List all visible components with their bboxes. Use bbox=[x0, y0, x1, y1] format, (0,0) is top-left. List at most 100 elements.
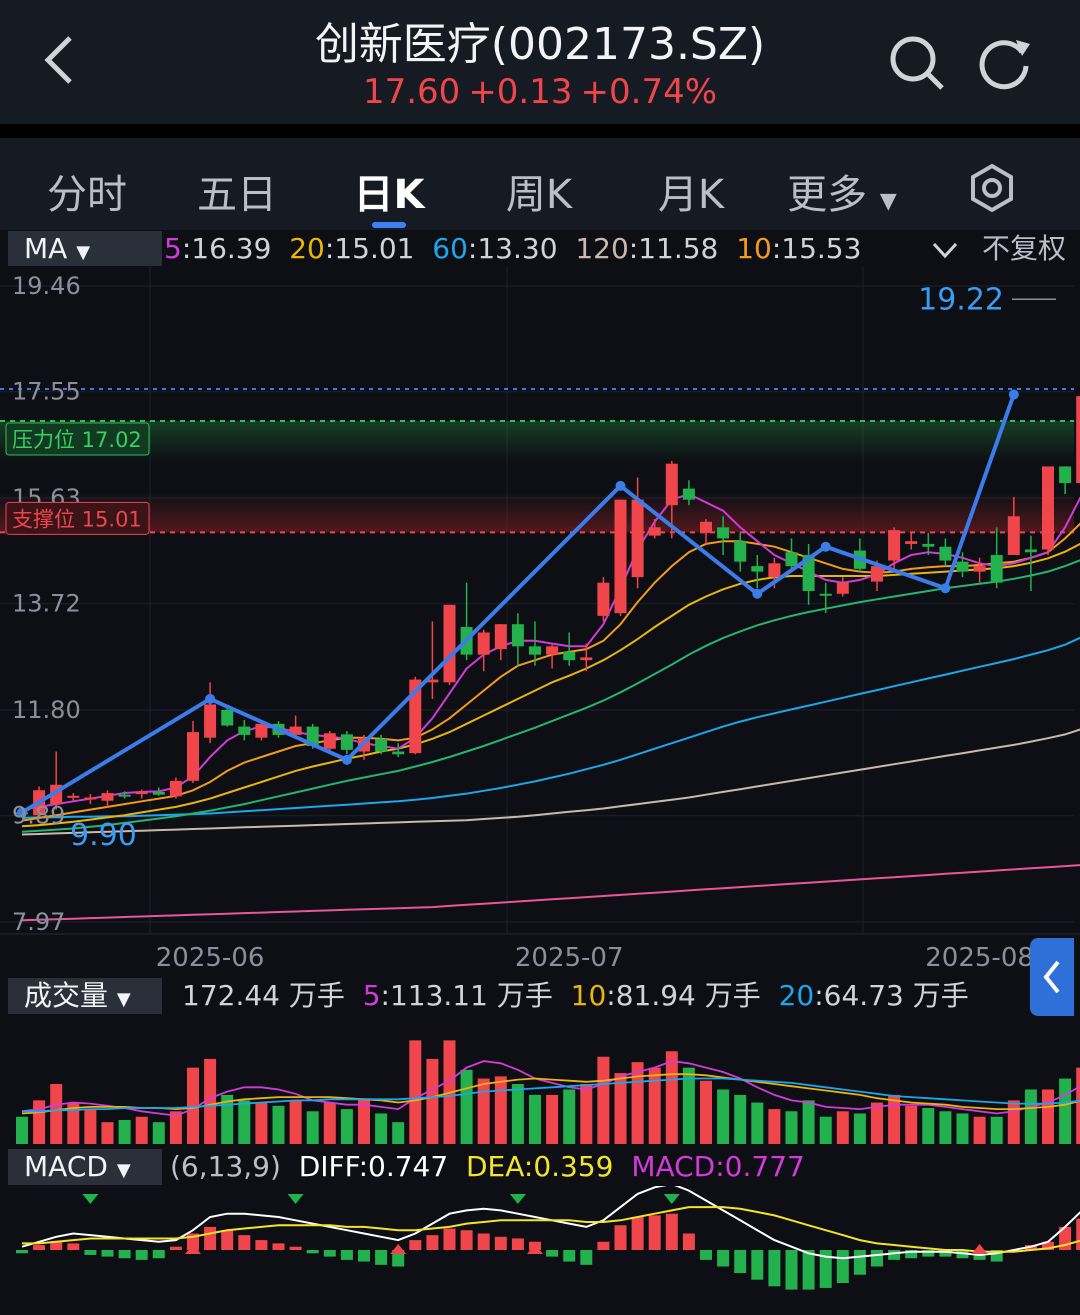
macd-bar bbox=[255, 1240, 268, 1250]
candle[interactable] bbox=[648, 519, 661, 539]
ma-selector-label: MA bbox=[24, 232, 68, 265]
candle[interactable] bbox=[888, 527, 901, 572]
volume-bar bbox=[836, 1111, 849, 1144]
expand-chevron-icon[interactable] bbox=[930, 238, 960, 262]
settings-icon[interactable] bbox=[966, 162, 1018, 214]
volume-bar bbox=[939, 1111, 952, 1144]
candle[interactable] bbox=[1042, 466, 1054, 556]
volume-bar bbox=[922, 1108, 935, 1144]
candle[interactable] bbox=[169, 777, 182, 799]
volume-chart[interactable] bbox=[0, 1016, 1080, 1148]
volume-bar bbox=[358, 1098, 370, 1144]
candle[interactable] bbox=[426, 621, 439, 699]
macd-bar bbox=[665, 1213, 678, 1250]
back-icon[interactable] bbox=[36, 30, 86, 90]
macd-bar bbox=[323, 1250, 336, 1257]
candle[interactable] bbox=[905, 532, 918, 550]
candle[interactable] bbox=[700, 519, 712, 544]
tab-monthly-k[interactable]: 月K bbox=[657, 172, 725, 218]
candle[interactable] bbox=[187, 721, 199, 784]
volume-bar bbox=[648, 1067, 661, 1144]
candle[interactable] bbox=[392, 743, 405, 758]
candle[interactable] bbox=[529, 621, 541, 666]
candle[interactable] bbox=[1007, 496, 1020, 556]
tab-more[interactable]: 更多 ▼ bbox=[772, 162, 912, 220]
ma-selector[interactable]: MA ▼ bbox=[8, 231, 162, 267]
side-panel-toggle[interactable] bbox=[1030, 938, 1074, 1016]
candle[interactable] bbox=[375, 734, 388, 755]
candle[interactable] bbox=[443, 604, 456, 686]
y-axis-label: 19.46 bbox=[12, 272, 81, 300]
candle[interactable] bbox=[1024, 535, 1037, 591]
candle[interactable] bbox=[734, 532, 747, 572]
macd-bar bbox=[939, 1250, 952, 1257]
trend-point bbox=[341, 754, 352, 765]
tab-daily-k[interactable]: 日K bbox=[353, 172, 425, 218]
candle[interactable] bbox=[84, 794, 97, 805]
volume-bar bbox=[1076, 1067, 1080, 1144]
volume-bar bbox=[33, 1100, 46, 1144]
candle[interactable] bbox=[717, 516, 730, 556]
adjust-mode-button[interactable]: 不复权 bbox=[982, 232, 1067, 265]
volume-bar bbox=[67, 1102, 80, 1144]
candle[interactable] bbox=[802, 543, 815, 605]
candle[interactable] bbox=[340, 731, 353, 755]
candle[interactable] bbox=[922, 532, 935, 556]
candle[interactable] bbox=[1076, 364, 1080, 489]
refresh-icon[interactable] bbox=[976, 32, 1036, 92]
candle[interactable] bbox=[118, 791, 131, 799]
candlestick-chart[interactable]: 19.4617.5515.6313.7211.809.897.972025-06… bbox=[0, 266, 1080, 976]
candle[interactable] bbox=[101, 790, 114, 807]
candle[interactable] bbox=[323, 731, 336, 752]
candle[interactable] bbox=[785, 538, 798, 572]
tab-intraday[interactable]: 分时 bbox=[47, 172, 127, 218]
volume-bar bbox=[477, 1078, 490, 1144]
volume-bar bbox=[682, 1067, 695, 1144]
candle[interactable] bbox=[494, 624, 507, 661]
candle[interactable] bbox=[751, 555, 764, 589]
candle[interactable] bbox=[939, 538, 952, 567]
macd-diff: DIFF:0.747 bbox=[298, 1150, 449, 1183]
volume-bar bbox=[221, 1094, 234, 1144]
macd-bar bbox=[33, 1245, 46, 1250]
volume-bar bbox=[375, 1113, 388, 1144]
candle[interactable] bbox=[682, 480, 695, 506]
volume-bar bbox=[871, 1102, 883, 1144]
candle[interactable] bbox=[836, 577, 849, 597]
volume-selector[interactable]: 成交量 ▼ bbox=[8, 978, 162, 1014]
search-icon[interactable] bbox=[886, 32, 946, 92]
volume-bar bbox=[1007, 1100, 1020, 1144]
candle[interactable] bbox=[563, 632, 576, 666]
candle[interactable] bbox=[956, 552, 969, 578]
candle[interactable] bbox=[614, 499, 627, 616]
candle[interactable] bbox=[631, 477, 644, 589]
candle[interactable] bbox=[67, 793, 80, 802]
macd-bar bbox=[272, 1243, 285, 1250]
candle[interactable] bbox=[819, 582, 832, 614]
candle[interactable] bbox=[597, 577, 610, 622]
ma5-line bbox=[21, 493, 1080, 811]
volume-bar bbox=[460, 1069, 473, 1144]
macd-chart[interactable] bbox=[0, 1186, 1080, 1315]
candle[interactable] bbox=[1059, 466, 1072, 495]
y-axis-label: 13.72 bbox=[12, 590, 81, 618]
tab-weekly-k[interactable]: 周K bbox=[505, 172, 573, 218]
candle[interactable] bbox=[990, 527, 1003, 589]
candle[interactable] bbox=[204, 682, 217, 744]
macd-bar bbox=[289, 1246, 302, 1250]
macd-bar bbox=[340, 1250, 353, 1260]
candle[interactable] bbox=[511, 613, 524, 666]
tab-five-day[interactable]: 五日 bbox=[197, 172, 277, 218]
x-axis-label: 2025-08 bbox=[925, 943, 1034, 973]
candle[interactable] bbox=[135, 789, 148, 799]
candle[interactable] bbox=[546, 644, 559, 669]
candle[interactable] bbox=[580, 643, 593, 672]
macd-selector[interactable]: MACD ▼ bbox=[8, 1149, 162, 1185]
candle[interactable] bbox=[221, 705, 234, 727]
candle[interactable] bbox=[152, 787, 165, 796]
dropdown-caret-icon: ▼ bbox=[879, 189, 897, 214]
candle[interactable] bbox=[477, 629, 490, 672]
candle[interactable] bbox=[238, 719, 251, 741]
candle[interactable] bbox=[973, 557, 986, 583]
volume-bar bbox=[990, 1116, 1003, 1144]
